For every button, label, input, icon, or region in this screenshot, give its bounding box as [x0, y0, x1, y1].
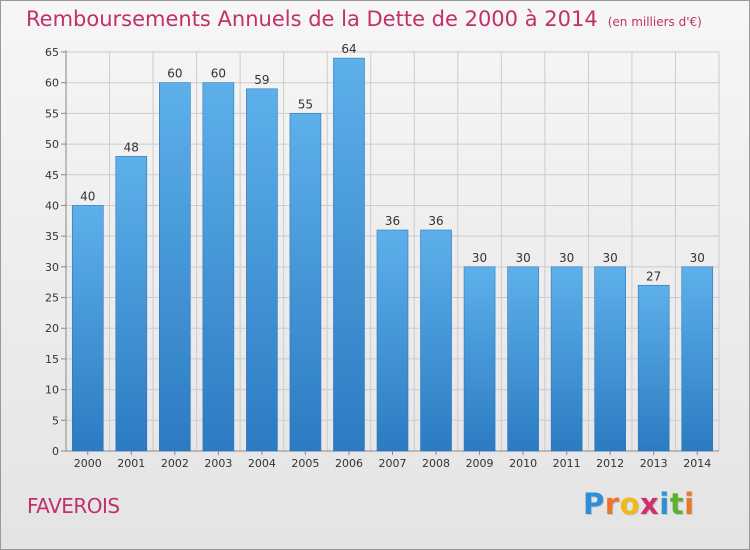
- commune-name: FAVEROIS: [27, 494, 120, 518]
- y-tick-label: 5: [52, 414, 59, 427]
- x-tick-label-2011: 2011: [553, 457, 581, 470]
- x-tick-label-2003: 2003: [204, 457, 232, 470]
- logo-letter: i: [659, 487, 670, 521]
- data-label-2005: 55: [298, 97, 313, 111]
- bar-2001: [115, 156, 148, 452]
- y-tick-label: 65: [45, 46, 59, 59]
- data-label-2000: 40: [80, 189, 95, 203]
- y-tick-label: 15: [45, 353, 59, 366]
- x-tick-label-2013: 2013: [640, 457, 668, 470]
- x-tick-label-2008: 2008: [422, 457, 450, 470]
- bar-2013: [637, 284, 670, 452]
- bar-2002: [159, 82, 191, 452]
- chart-title-block: Remboursements Annuels de la Dette de 20…: [26, 7, 702, 31]
- x-tick-label-2001: 2001: [117, 457, 145, 470]
- data-label-2014: 30: [690, 251, 705, 265]
- bar-2007: [376, 229, 409, 452]
- bar-2005: [289, 113, 322, 452]
- bar-2006: [333, 57, 365, 452]
- y-tick-label: 25: [45, 292, 59, 305]
- x-tick-label-2005: 2005: [291, 457, 319, 470]
- bar-2000: [71, 205, 104, 452]
- y-tick-label: 35: [45, 230, 59, 243]
- chart-title: Remboursements Annuels de la Dette de 20…: [26, 7, 598, 31]
- proxiti-logo: Proxiti: [583, 487, 695, 521]
- bar-2011: [550, 266, 583, 452]
- y-tick-label: 10: [45, 384, 59, 397]
- data-label-2003: 60: [211, 67, 226, 81]
- y-tick-label: 45: [45, 169, 59, 182]
- x-tick-label-2010: 2010: [509, 457, 537, 470]
- logo-letter: P: [583, 487, 605, 521]
- data-label-2001: 48: [124, 140, 139, 154]
- logo-letter: r: [604, 487, 620, 521]
- bar-2008: [420, 229, 452, 452]
- y-tick-label: 20: [45, 322, 59, 335]
- bar-2010: [507, 266, 539, 452]
- logo-letter: o: [619, 487, 641, 521]
- y-tick-label: 40: [45, 199, 59, 212]
- bar-2004: [246, 88, 278, 452]
- bar-2003: [202, 82, 235, 452]
- logo-letter: i: [684, 487, 695, 521]
- x-tick-label-2012: 2012: [596, 457, 624, 470]
- chart-subtitle: (en milliers d'€): [607, 15, 702, 29]
- bar-2012: [594, 266, 626, 452]
- y-tick-label: 30: [45, 261, 59, 274]
- data-label-2010: 30: [515, 251, 530, 265]
- bar-2014: [681, 266, 714, 452]
- x-tick-label-2007: 2007: [379, 457, 407, 470]
- y-tick-label: 0: [52, 445, 59, 458]
- data-label-2008: 36: [428, 214, 443, 228]
- x-tick-label-2009: 2009: [466, 457, 494, 470]
- bar-2009: [463, 266, 496, 452]
- data-label-2009: 30: [472, 251, 487, 265]
- x-tick-label-2000: 2000: [74, 457, 102, 470]
- y-tick-label: 55: [45, 107, 59, 120]
- logo-letter: x: [640, 487, 660, 521]
- data-label-2013: 27: [646, 269, 661, 283]
- x-tick-label-2004: 2004: [248, 457, 276, 470]
- x-tick-label-2014: 2014: [683, 457, 711, 470]
- data-label-2002: 60: [167, 67, 182, 81]
- data-label-2011: 30: [559, 251, 574, 265]
- x-tick-label-2002: 2002: [161, 457, 189, 470]
- y-tick-label: 60: [45, 77, 59, 90]
- data-label-2012: 30: [603, 251, 618, 265]
- data-label-2007: 36: [385, 214, 400, 228]
- x-tick-label-2006: 2006: [335, 457, 363, 470]
- y-tick-label: 50: [45, 138, 59, 151]
- data-label-2004: 59: [254, 73, 269, 87]
- logo-letter: t: [669, 487, 685, 521]
- data-label-2006: 64: [341, 42, 356, 56]
